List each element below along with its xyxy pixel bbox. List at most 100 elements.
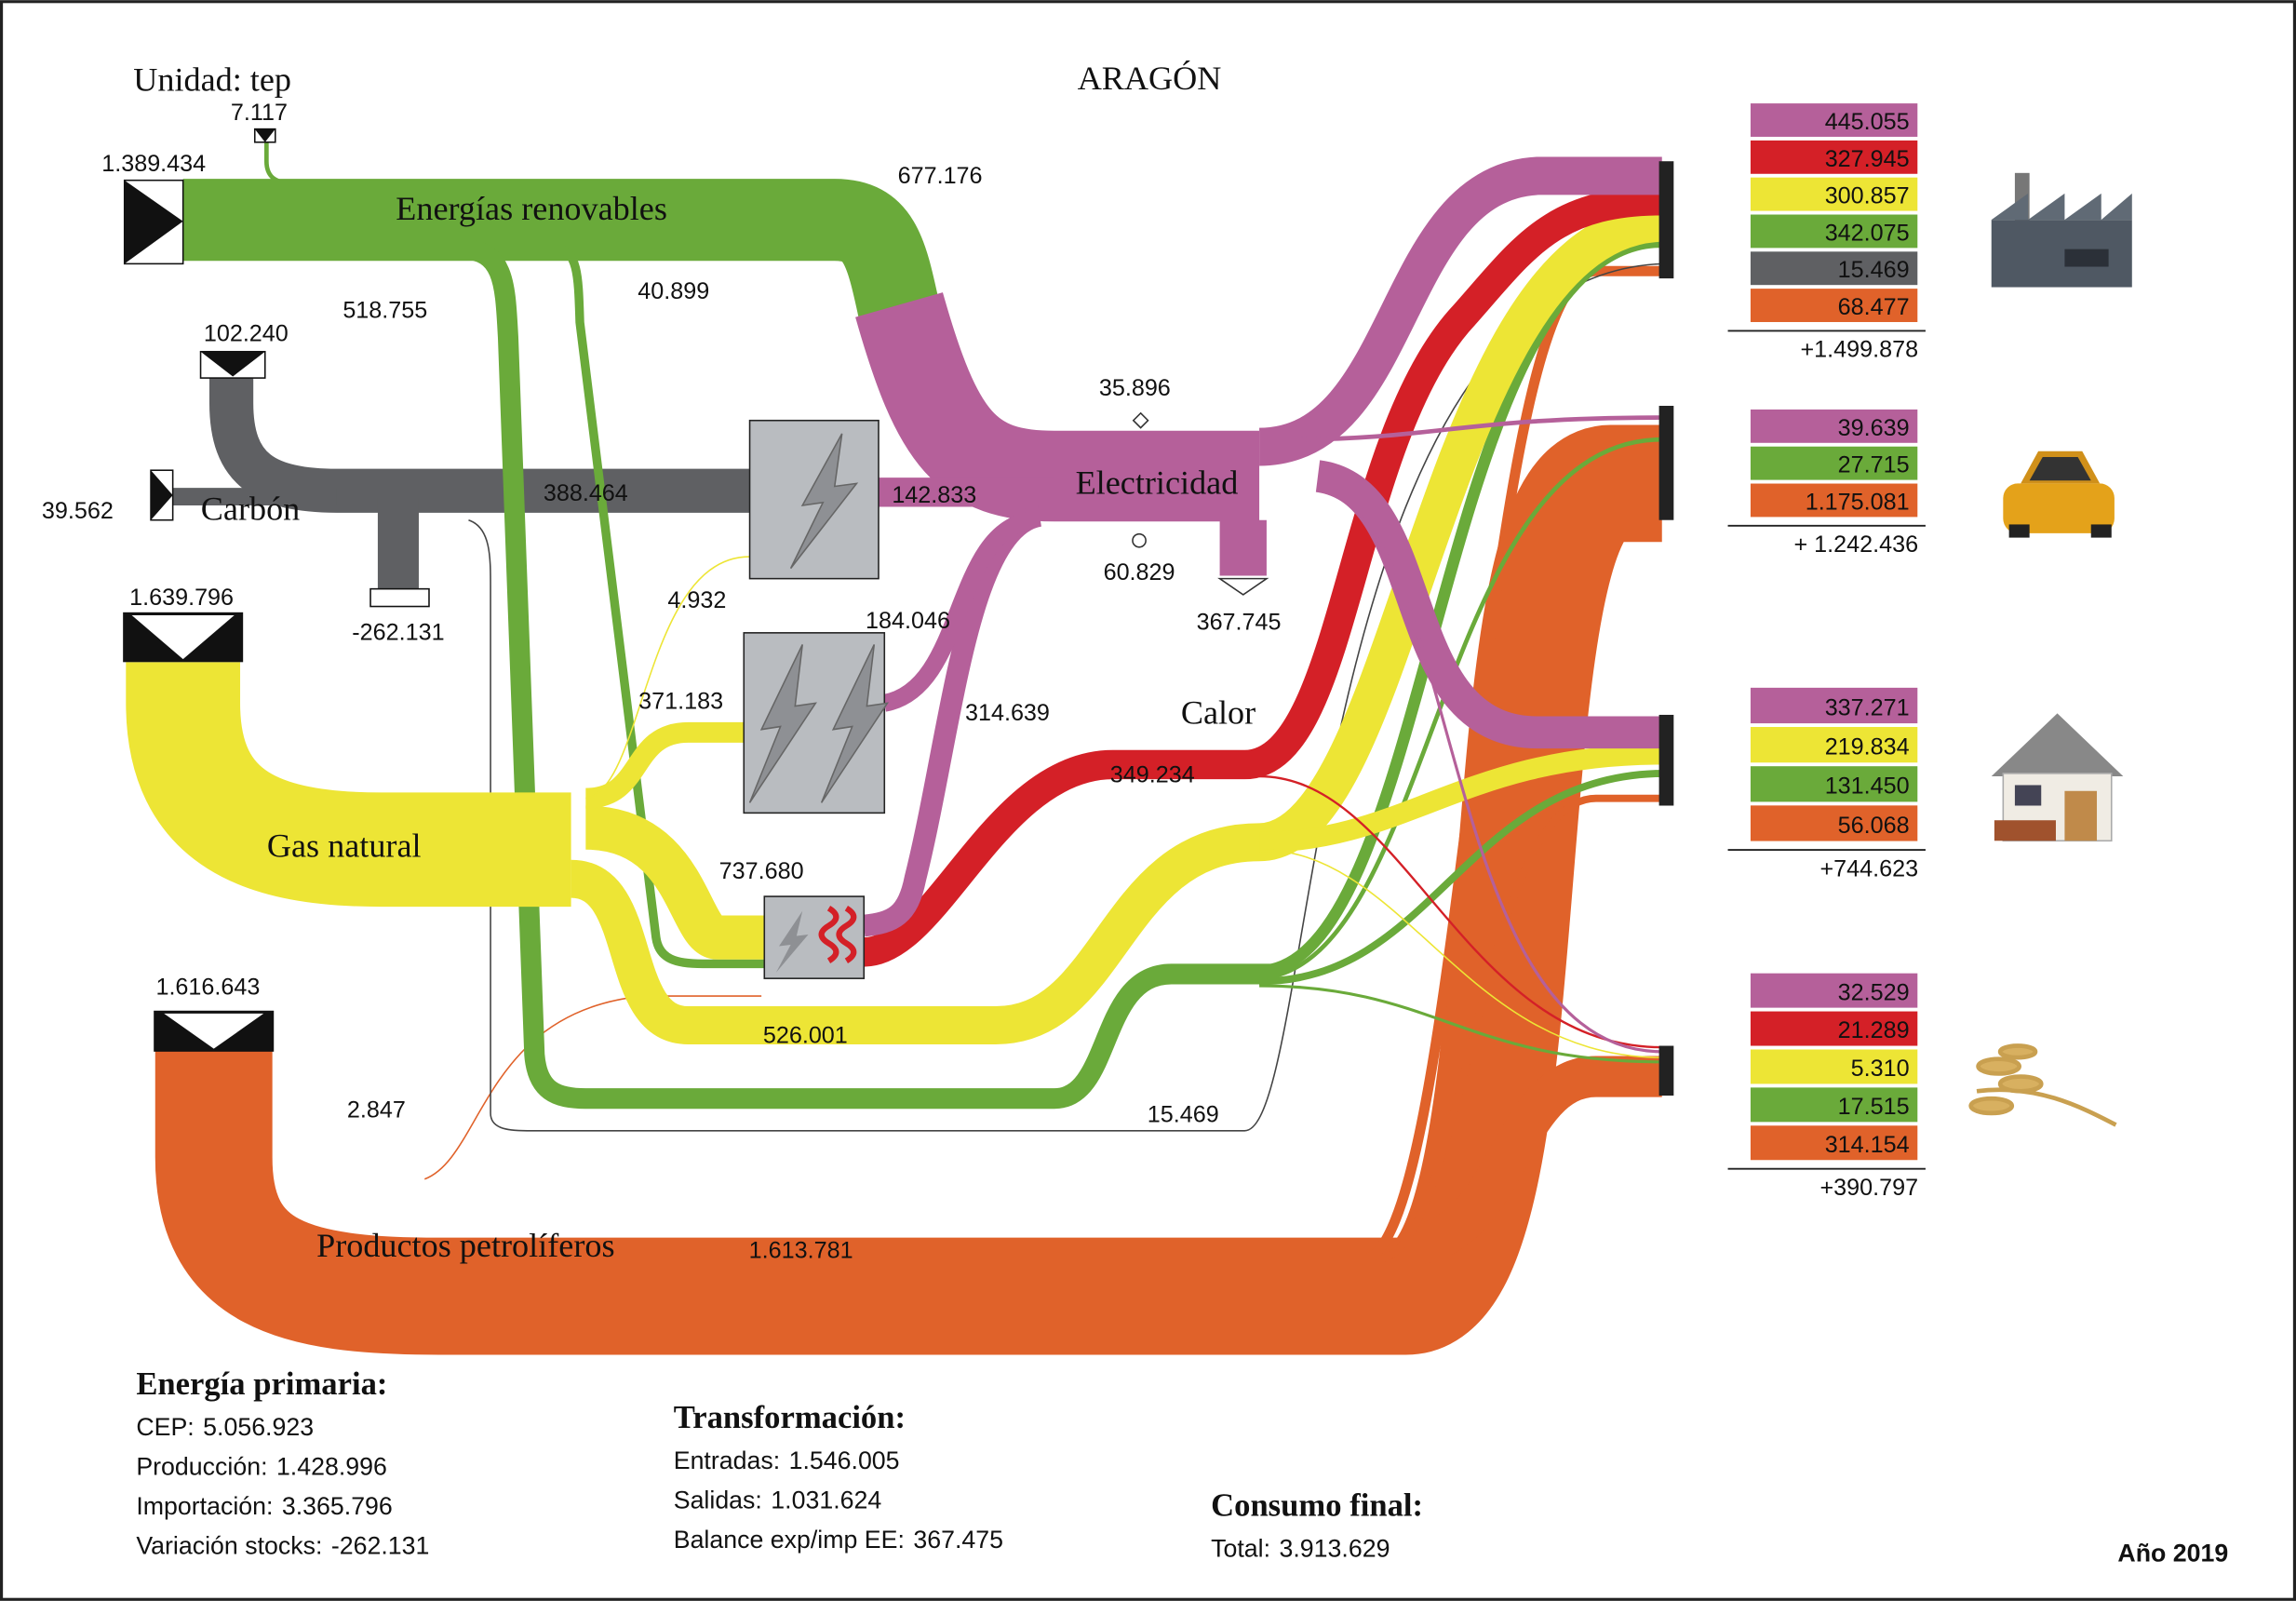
summary-line: Entradas: 1.546.005 (674, 1446, 900, 1474)
summary-value: 5.056.923 (203, 1413, 314, 1441)
title: ARAGÓN (1078, 60, 1222, 97)
summary-value: -262.131 (331, 1531, 430, 1559)
flow-value: 60.829 (1104, 559, 1175, 585)
flow-value: 1.639.796 (129, 585, 234, 611)
car-icon (2003, 451, 2115, 538)
year: Año 2019 (2117, 1539, 2228, 1567)
export-arrow (1217, 577, 1269, 596)
flow (1288, 415, 1662, 442)
flow (468, 262, 1662, 1132)
summary-heading: Energía primaria: (136, 1366, 387, 1402)
bolt-icon (820, 644, 890, 803)
sector-value: 5.310 (1851, 1056, 1910, 1082)
wheat-icon (1968, 1043, 2117, 1127)
flow-value: 367.745 (1197, 610, 1282, 636)
sector-row (1749, 803, 1919, 843)
sector-total: +390.797 (1819, 1175, 1918, 1201)
summary-heading: Transformación: (674, 1400, 906, 1435)
flow-value: 35.896 (1099, 375, 1171, 401)
flow-value: 314.639 (965, 700, 1050, 726)
sector-row (1749, 686, 1919, 725)
sector-row (1749, 249, 1919, 287)
source (164, 1013, 264, 1049)
flows (126, 139, 1664, 1355)
summary-line: Salidas: 1.031.624 (674, 1487, 882, 1514)
sector-value: 68.477 (1838, 294, 1910, 320)
flow-value: 102.240 (204, 321, 289, 347)
flow-value: 1.389.434 (101, 151, 206, 177)
flow (584, 805, 766, 960)
flow-value: 40.899 (638, 278, 709, 304)
stocks (369, 587, 430, 608)
summary-line: Balance exp/imp EE: 367.475 (674, 1526, 1003, 1554)
sector-row (1749, 764, 1919, 803)
flow (1259, 769, 1662, 986)
flow (881, 511, 1035, 712)
flow (584, 721, 747, 809)
flow (855, 292, 1260, 522)
flow-value: 1.616.643 (155, 974, 260, 1000)
carrier-label: Productos petrolíferos (316, 1227, 614, 1264)
summary-heading: Consumo final: (1211, 1488, 1423, 1524)
sector-value: 32.529 (1838, 979, 1910, 1005)
flow (1258, 156, 1662, 466)
factory-icon (1991, 172, 2132, 288)
sector-value: 337.271 (1825, 694, 1910, 720)
summary-value: 1.428.996 (276, 1453, 387, 1481)
carrier-label: Carbón (201, 491, 300, 528)
flow (1259, 984, 1662, 1064)
sector-value: 56.068 (1838, 813, 1910, 839)
sector-bar (1658, 714, 1674, 806)
sector-row (1749, 287, 1919, 324)
sector-value: 327.945 (1825, 146, 1910, 172)
sector-bar (1658, 1045, 1674, 1096)
summary-line: Producción: 1.428.996 (136, 1453, 387, 1481)
flow-value: -262.131 (352, 620, 444, 646)
flow (126, 662, 571, 908)
flow (263, 139, 293, 186)
summary-label: Producción: (136, 1453, 267, 1481)
flow (1317, 489, 1662, 1054)
sector-total: +1.499.878 (1800, 337, 1918, 363)
loss-marker (1132, 532, 1147, 548)
carrier-label: Energías renovables (396, 190, 667, 227)
sector-bar (1658, 161, 1674, 279)
sector-value: 300.857 (1825, 183, 1910, 209)
flow (460, 238, 1274, 1110)
sector-value: 445.055 (1825, 109, 1910, 135)
summary-value: 3.913.629 (1280, 1535, 1390, 1563)
flow (1259, 774, 1662, 1049)
flow (569, 203, 1664, 1044)
flow-value: 1.613.781 (749, 1238, 853, 1264)
flow (1259, 744, 1662, 853)
carrier-label: Gas natural (267, 827, 422, 865)
sector-total: +744.623 (1819, 855, 1918, 881)
flow (423, 995, 762, 1180)
flow-value: 2.847 (347, 1097, 406, 1123)
sector-value: 15.469 (1838, 257, 1910, 283)
summary-label: Importación: (136, 1492, 273, 1520)
source (124, 180, 183, 264)
flow-value: 677.176 (898, 163, 983, 189)
flow (182, 179, 940, 319)
unit: Unidad: tep (133, 61, 291, 99)
sector-value: 314.154 (1825, 1132, 1910, 1158)
nodes (123, 128, 1674, 1096)
summary-line: Importación: 3.365.796 (136, 1492, 392, 1520)
flow (1219, 519, 1267, 576)
sector-value: 1.175.081 (1806, 489, 1910, 515)
loss-marker (1132, 411, 1149, 429)
sector-row (1749, 1123, 1919, 1162)
flow (1258, 437, 1662, 981)
source (151, 470, 173, 520)
sector-row (1749, 1047, 1919, 1086)
sector-value: 342.075 (1825, 220, 1910, 246)
bolt-icon (748, 644, 817, 803)
flow (1376, 794, 1662, 1264)
sector-bar (1658, 405, 1674, 520)
flow-value: 39.562 (42, 498, 114, 524)
sector-value: 219.834 (1825, 734, 1910, 760)
bolt-icon (775, 910, 809, 973)
flow (1259, 848, 1662, 1058)
summary-line: Total: 3.913.629 (1211, 1535, 1390, 1563)
